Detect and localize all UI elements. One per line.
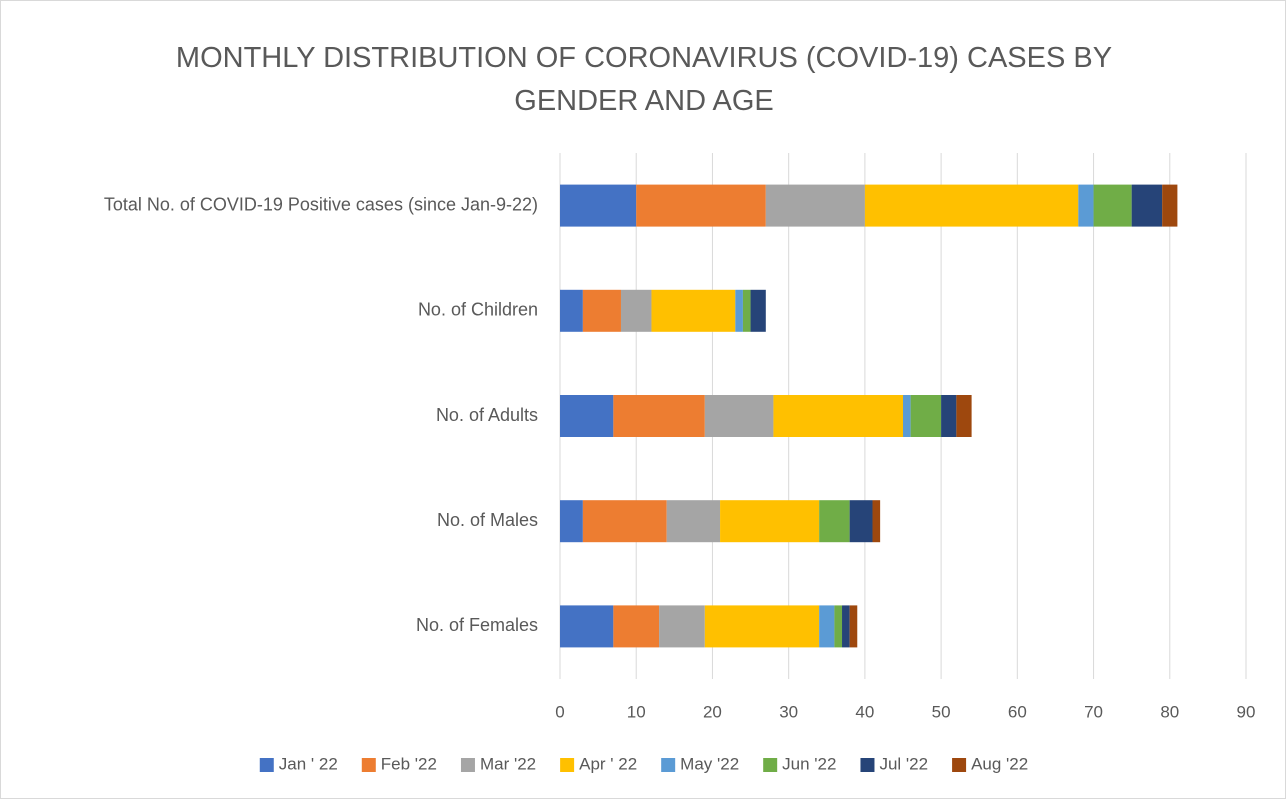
legend-swatch <box>952 758 967 772</box>
y-tick-label: Total No. of COVID-19 Positive cases (si… <box>104 194 538 214</box>
bar-segment <box>560 500 583 543</box>
bar-segment <box>956 395 972 437</box>
bar-segment <box>560 289 583 332</box>
legend-label: Aug '22 <box>971 754 1028 773</box>
bar-segment <box>872 500 881 543</box>
x-tick-label: 70 <box>1084 702 1103 721</box>
legend-label: Jan ' 22 <box>279 754 338 773</box>
bar-segment <box>1131 184 1163 227</box>
bar-segment <box>735 289 743 332</box>
y-tick-label: No. of Adults <box>436 405 538 425</box>
legend-swatch <box>560 758 575 772</box>
chart-title: MONTHLY DISTRIBUTION OF CORONAVIRUS (COV… <box>175 42 1113 117</box>
x-tick-label: 80 <box>1160 702 1179 721</box>
bar-segment <box>620 289 652 332</box>
x-tick-label: 90 <box>1237 702 1256 721</box>
x-tick-label: 20 <box>703 702 722 721</box>
bar-segment <box>842 605 850 648</box>
legend-label: Apr ' 22 <box>579 754 637 773</box>
bar-segment <box>849 500 873 543</box>
bar-segment <box>1162 184 1178 227</box>
bar-segment <box>720 500 820 543</box>
bar-segment <box>773 395 903 437</box>
bar-segment <box>819 500 850 543</box>
legend-label: Jun '22 <box>782 754 836 773</box>
bar-segment <box>903 395 911 437</box>
legend-label: Mar '22 <box>480 754 536 773</box>
bar-segment <box>651 289 736 332</box>
bar-segment <box>750 289 766 332</box>
bar-segment <box>849 605 858 648</box>
legend-swatch <box>259 758 274 772</box>
x-tick-label: 0 <box>555 702 564 721</box>
bar-segment <box>742 289 751 332</box>
x-tick-label: 60 <box>1008 702 1027 721</box>
y-tick-label: No. of Females <box>416 615 538 635</box>
x-tick-label: 30 <box>779 702 798 721</box>
legend-label: Jul '22 <box>879 754 928 773</box>
x-tick-label: 40 <box>855 702 874 721</box>
bar-segment <box>560 395 614 437</box>
legend-swatch <box>860 758 875 772</box>
legend-label: Feb '22 <box>381 754 437 773</box>
y-tick-label: No. of Males <box>437 510 538 530</box>
y-tick-label: No. of Children <box>418 300 538 320</box>
legend-swatch <box>460 758 475 772</box>
bar-segment <box>941 395 957 437</box>
bar-segment <box>834 605 843 648</box>
bar-segment <box>636 184 766 227</box>
x-tick-label: 10 <box>627 702 646 721</box>
legend-swatch <box>361 758 376 772</box>
x-tick-label: 50 <box>932 702 951 721</box>
legend-swatch <box>661 758 676 772</box>
bar-segment <box>659 605 705 648</box>
bar-segment <box>613 605 660 648</box>
bar-segment <box>704 395 774 437</box>
legend-swatch <box>763 758 778 772</box>
bar-segment <box>819 605 835 648</box>
bar-segment <box>864 184 1079 227</box>
bar-segment <box>582 289 621 332</box>
bar-segment <box>613 395 705 437</box>
bar-segment <box>1078 184 1094 227</box>
bar-segment <box>765 184 865 227</box>
bar-segment <box>582 500 667 543</box>
bar-segment <box>666 500 721 543</box>
legend-label: May '22 <box>680 754 739 773</box>
bar-segment <box>910 395 942 437</box>
bar-segment <box>560 605 614 648</box>
bar-segment <box>1093 184 1132 227</box>
bar-segment <box>560 184 637 227</box>
bar-segment <box>704 605 820 648</box>
